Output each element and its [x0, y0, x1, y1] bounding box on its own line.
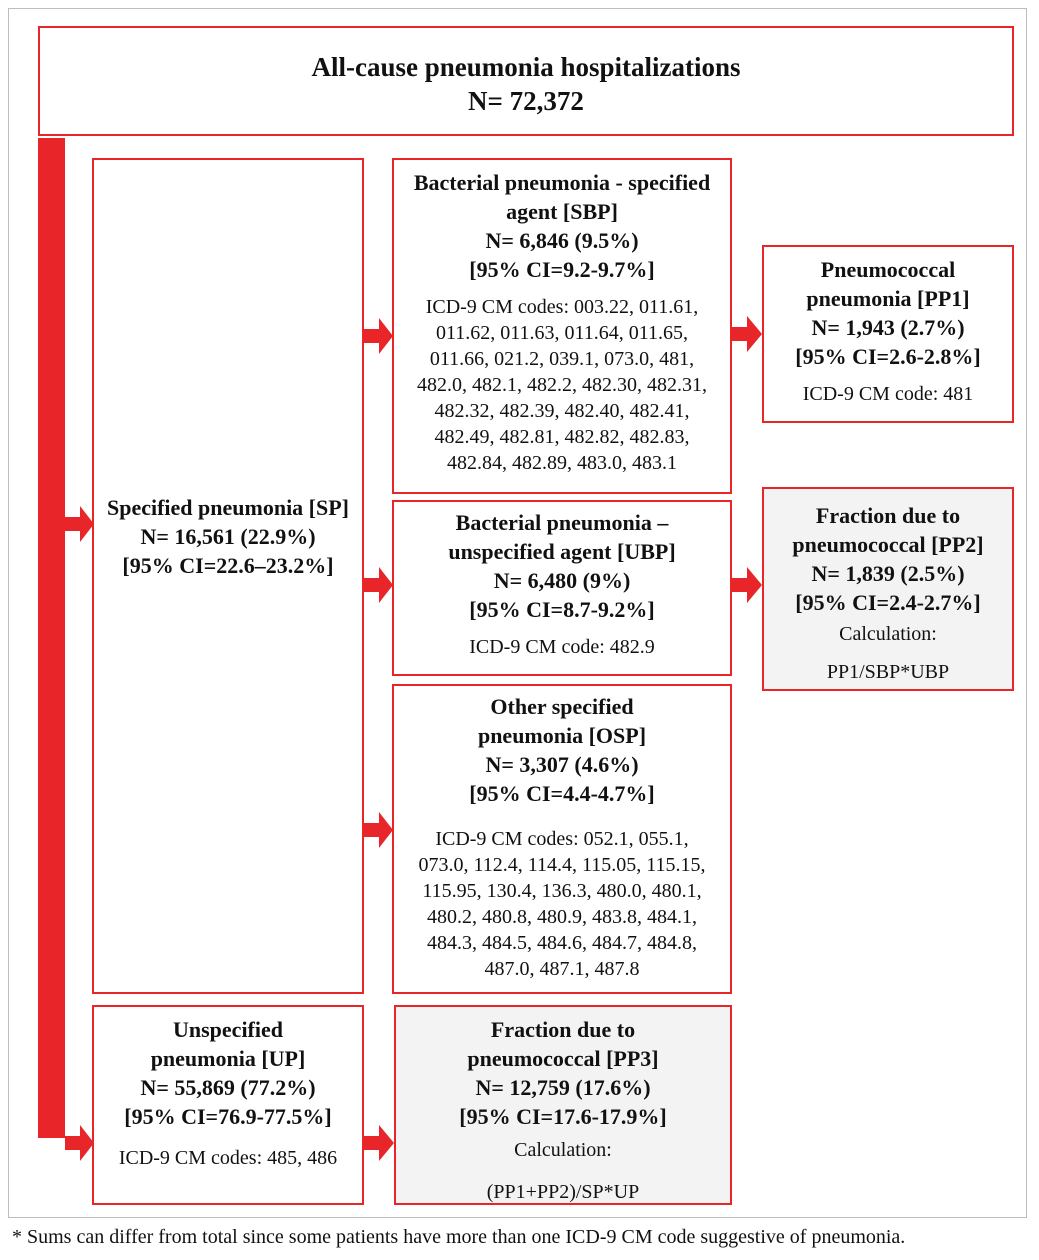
diagram-frame: [8, 8, 1027, 1218]
up-title-2: pneumonia [UP]: [150, 1046, 306, 1071]
pp3-title-1: Fraction due to: [490, 1017, 636, 1042]
arrow-to-sp-icon: [65, 506, 94, 542]
sbp-title-2: agent [SBP]: [506, 199, 618, 224]
arrow-to-ubp-icon: [364, 567, 393, 603]
pp3-title-2: pneumococcal [PP3]: [467, 1046, 659, 1071]
osp-codes-2: 073.0, 112.4, 114.4, 115.05, 115.15,: [418, 854, 706, 876]
footnote: * Sums can differ from total since some …: [12, 1226, 906, 1248]
pp1-n: N= 1,943 (2.7%): [811, 315, 965, 340]
pp2-box: Fraction due to pneumococcal [PP2] N= 1,…: [762, 487, 1014, 691]
ubp-title-2: unspecified agent [UBP]: [448, 539, 676, 564]
arrow-to-sbp-icon: [364, 318, 393, 354]
sbp-codes-1: ICD-9 CM codes: 003.22, 011.61,: [425, 296, 699, 318]
osp-title-1: Other specified: [490, 694, 634, 719]
sbp-codes-2: 011.62, 011.63, 011.64, 011.65,: [435, 322, 689, 344]
pp1-title-1: Pneumococcal: [820, 257, 956, 282]
pp3-n: N= 12,759 (17.6%): [475, 1075, 651, 1100]
ubp-code: ICD-9 CM code: 482.9: [469, 636, 655, 658]
sbp-ci: [95% CI=9.2-9.7%]: [469, 257, 655, 282]
arrow-to-pp2-icon: [732, 567, 762, 603]
pp2-title-1: Fraction due to: [815, 503, 961, 528]
sbp-codes-6: 482.49, 482.81, 482.82, 482.83,: [434, 426, 690, 448]
osp-codes-1: ICD-9 CM codes: 052.1, 055.1,: [435, 828, 689, 850]
sbp-codes-3: 011.66, 021.2, 039.1, 073.0, 481,: [429, 348, 695, 370]
up-n: N= 55,869 (77.2%): [140, 1075, 316, 1100]
osp-title-2: pneumonia [OSP]: [477, 723, 647, 748]
arrow-to-pp3-icon: [364, 1125, 394, 1161]
pp1-box: Pneumococcal pneumonia [PP1] N= 1,943 (2…: [762, 245, 1014, 423]
osp-codes-4: 480.2, 480.8, 480.9, 483.8, 484.1,: [427, 906, 697, 928]
arrow-to-up-icon: [65, 1125, 94, 1161]
up-box: Unspecified pneumonia [UP] N= 55,869 (77…: [92, 1005, 364, 1205]
pp3-box: Fraction due to pneumococcal [PP3] N= 12…: [394, 1005, 732, 1205]
pp2-ci: [95% CI=2.4-2.7%]: [795, 590, 981, 615]
sbp-codes-5: 482.32, 482.39, 482.40, 482.41,: [434, 400, 690, 422]
sbp-codes-7: 482.84, 482.89, 483.0, 483.1: [447, 452, 677, 474]
pp1-title-2: pneumonia [PP1]: [806, 286, 970, 311]
all-cause-n: N= 72,372: [468, 86, 584, 116]
up-ci: [95% CI=76.9-77.5%]: [124, 1104, 332, 1129]
osp-ci: [95% CI=4.4-4.7%]: [469, 781, 655, 806]
sp-n: N= 16,561 (22.9%): [140, 524, 316, 549]
sp-ci: [95% CI=22.6–23.2%]: [122, 553, 334, 578]
all-cause-box: All-cause pneumonia hospitalizations N= …: [38, 26, 1014, 136]
flow-bar: [38, 138, 65, 1138]
osp-n: N= 3,307 (4.6%): [485, 752, 639, 777]
osp-codes-5: 484.3, 484.5, 484.6, 484.7, 484.8,: [427, 932, 697, 954]
arrow-to-osp-icon: [364, 812, 393, 848]
all-cause-title: All-cause pneumonia hospitalizations: [311, 52, 741, 82]
pp1-code: ICD-9 CM code: 481: [802, 383, 974, 405]
up-title-1: Unspecified: [173, 1017, 283, 1042]
ubp-n: N= 6,480 (9%): [493, 568, 631, 593]
sbp-n: N= 6,846 (9.5%): [485, 228, 639, 253]
pp3-ci: [95% CI=17.6-17.9%]: [459, 1104, 667, 1129]
ubp-box: Bacterial pneumonia – unspecified agent …: [392, 500, 732, 676]
up-codes: ICD-9 CM codes: 485, 486: [118, 1147, 338, 1169]
pp2-calc-label: Calculation:: [839, 623, 937, 645]
pp3-calc-label: Calculation:: [514, 1139, 612, 1161]
ubp-ci: [95% CI=8.7-9.2%]: [469, 597, 655, 622]
sp-title: Specified pneumonia [SP]: [106, 495, 350, 520]
pp2-n: N= 1,839 (2.5%): [811, 561, 965, 586]
sbp-box: Bacterial pneumonia - specified agent [S…: [392, 158, 732, 494]
pp2-title-2: pneumococcal [PP2]: [792, 532, 984, 557]
sp-box: Specified pneumonia [SP] N= 16,561 (22.9…: [92, 158, 364, 994]
sbp-codes-4: 482.0, 482.1, 482.2, 482.30, 482.31,: [417, 374, 707, 396]
pp3-calc: (PP1+PP2)/SP*UP: [486, 1181, 640, 1203]
sbp-title-1: Bacterial pneumonia - specified: [413, 170, 711, 195]
arrow-to-pp1-icon: [732, 316, 762, 352]
pp2-calc: PP1/SBP*UBP: [826, 661, 950, 683]
ubp-title-1: Bacterial pneumonia –: [455, 510, 669, 535]
pp1-ci: [95% CI=2.6-2.8%]: [795, 344, 981, 369]
osp-box: Other specified pneumonia [OSP] N= 3,307…: [392, 684, 732, 994]
osp-codes-6: 487.0, 487.1, 487.8: [484, 958, 640, 980]
osp-codes-3: 115.95, 130.4, 136.3, 480.0, 480.1,: [422, 880, 702, 902]
